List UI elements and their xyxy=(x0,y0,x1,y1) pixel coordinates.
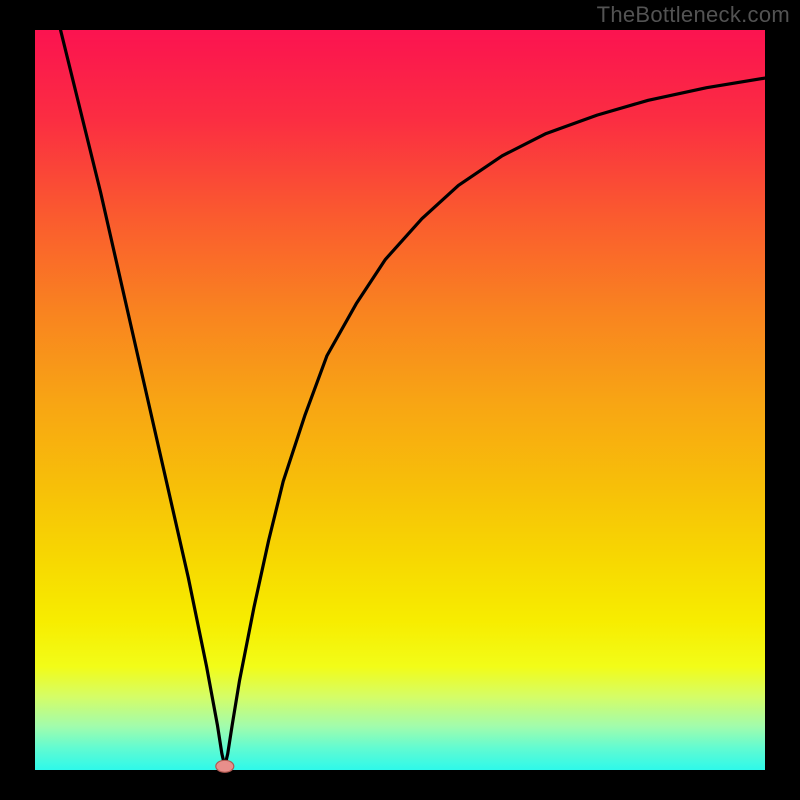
watermark-text: TheBottleneck.com xyxy=(597,2,790,28)
plot-background xyxy=(35,30,765,770)
bottleneck-chart xyxy=(0,0,800,800)
minimum-marker xyxy=(216,760,234,772)
chart-wrapper: TheBottleneck.com xyxy=(0,0,800,800)
